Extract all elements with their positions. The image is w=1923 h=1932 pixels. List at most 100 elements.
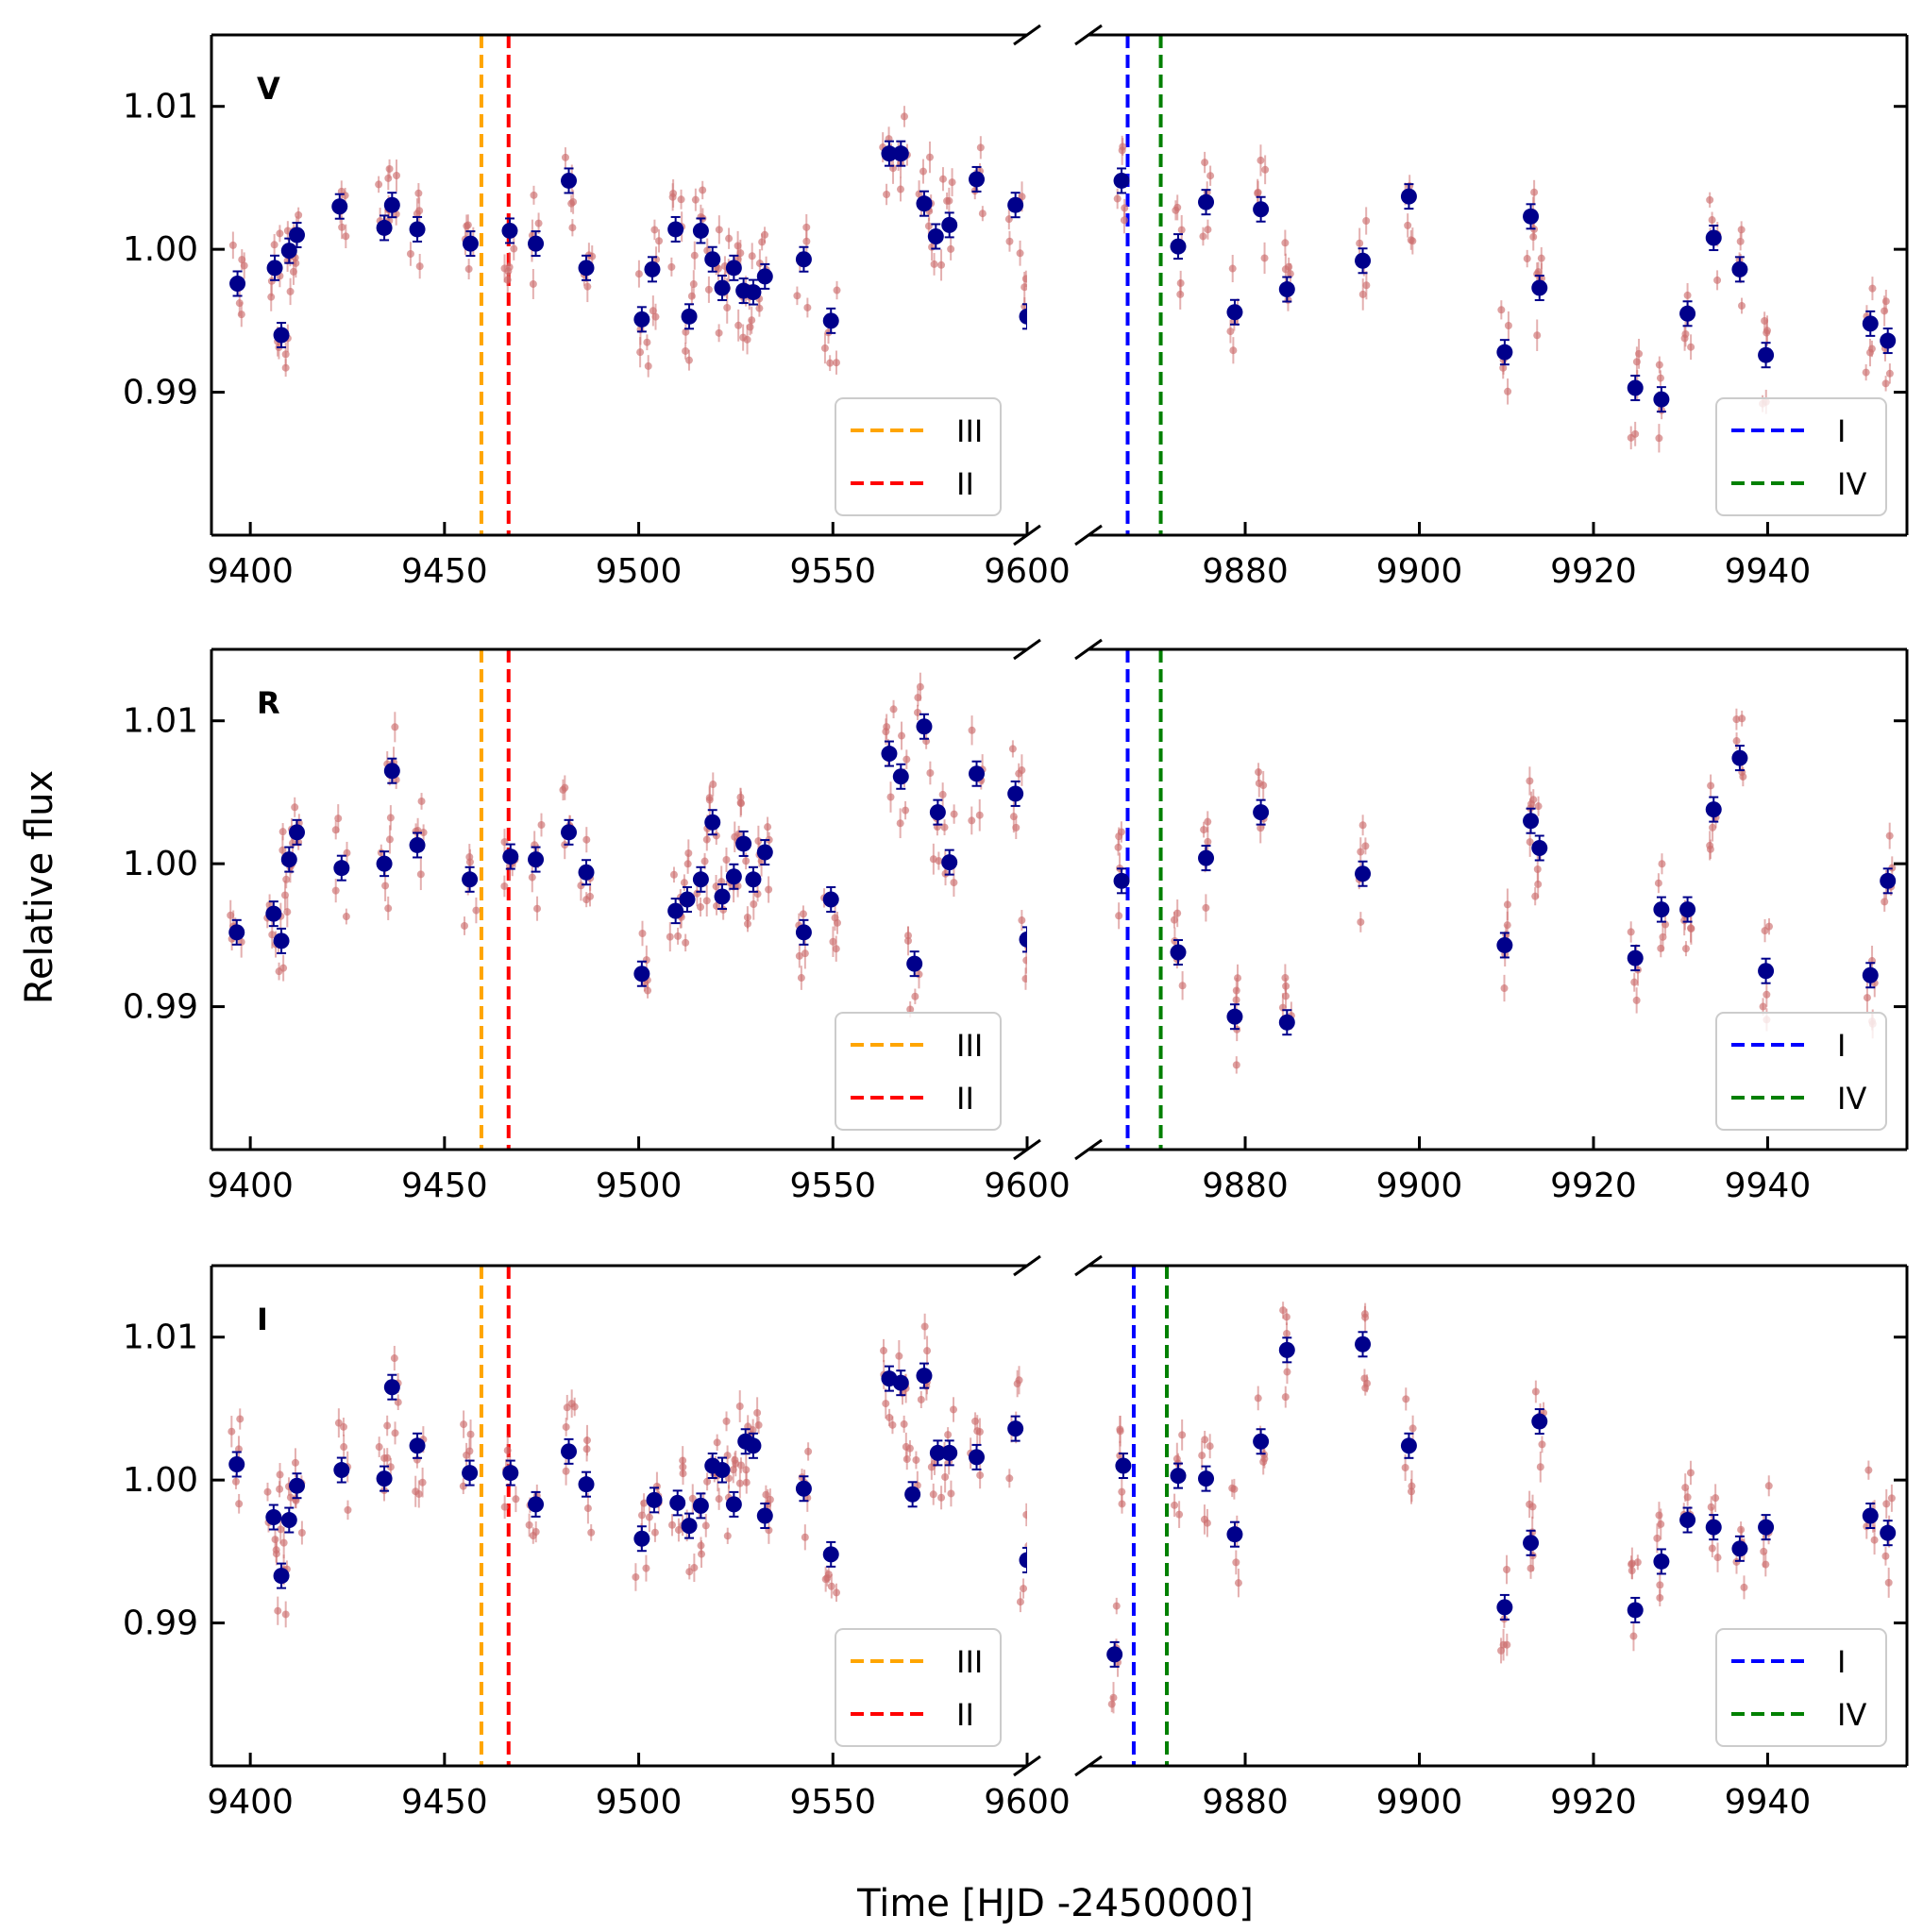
- binned-point: [331, 198, 348, 215]
- binned-point: [725, 260, 742, 277]
- individual-point: [1732, 737, 1741, 746]
- individual-point: [1261, 165, 1270, 174]
- binned-point: [1019, 931, 1027, 948]
- individual-point: [1005, 1474, 1014, 1483]
- binned-point: [501, 222, 518, 239]
- individual-point: [1232, 1061, 1240, 1069]
- axis-break-mark: [1013, 638, 1041, 661]
- individual-point: [1683, 291, 1692, 299]
- x-tick-label: 9400: [207, 1167, 294, 1205]
- individual-point: [1628, 1559, 1636, 1568]
- individual-point: [948, 178, 956, 187]
- legend-label: II: [956, 1697, 974, 1733]
- individual-point: [1178, 982, 1187, 990]
- individual-point: [748, 316, 756, 325]
- y-axis-title: Relative flux: [18, 770, 61, 1004]
- individual-point: [1022, 956, 1027, 965]
- individual-point: [712, 832, 720, 840]
- binned-point: [1731, 1540, 1748, 1557]
- binned-point: [633, 1530, 650, 1547]
- individual-point: [1706, 841, 1714, 849]
- individual-point: [236, 1415, 245, 1423]
- individual-point: [1707, 781, 1715, 790]
- individual-point: [1529, 233, 1538, 242]
- binned-point: [561, 824, 578, 841]
- binned-point: [1170, 944, 1187, 961]
- y-tick-label: 1.00: [123, 845, 198, 883]
- binned-point: [745, 871, 762, 888]
- individual-point: [642, 1564, 650, 1572]
- x-tick-label: 9920: [1550, 552, 1637, 591]
- individual-point: [833, 286, 841, 294]
- individual-point: [762, 1490, 770, 1499]
- x-tick-label: 9550: [789, 1167, 876, 1205]
- binned-point: [667, 902, 684, 919]
- x-tick-label: 9500: [596, 1783, 683, 1822]
- right-data: [1113, 708, 1897, 1074]
- x-tick-label: 9880: [1202, 1167, 1289, 1205]
- individual-point: [655, 237, 664, 245]
- individual-point: [391, 723, 399, 731]
- individual-point: [1171, 1501, 1179, 1509]
- individual-point: [1281, 974, 1290, 983]
- individual-point: [950, 810, 958, 818]
- individual-point: [638, 929, 647, 937]
- individual-point: [1228, 1484, 1237, 1492]
- binned-point: [289, 227, 306, 244]
- legend-box: [835, 1012, 1002, 1131]
- binned-point: [1758, 963, 1775, 980]
- individual-point: [1257, 824, 1265, 832]
- binned-point: [1278, 1341, 1295, 1358]
- individual-point: [1200, 826, 1208, 834]
- individual-point: [882, 1400, 890, 1408]
- band-label: R: [257, 685, 280, 721]
- individual-point: [1526, 777, 1534, 785]
- individual-point: [703, 1477, 712, 1486]
- individual-point: [883, 723, 891, 731]
- binned-point: [333, 1462, 350, 1479]
- binned-point: [795, 1480, 812, 1497]
- binned-point: [633, 966, 650, 983]
- individual-point: [642, 956, 650, 965]
- individual-point: [650, 226, 659, 234]
- individual-point: [386, 1463, 395, 1471]
- binned-point: [228, 1455, 245, 1472]
- binned-point: [681, 1518, 698, 1535]
- individual-point: [510, 244, 518, 253]
- individual-point: [272, 1550, 280, 1558]
- binned-point: [667, 221, 684, 238]
- binned-point: [745, 284, 762, 301]
- individual-point: [283, 908, 292, 916]
- binned-point: [969, 1449, 986, 1466]
- binned-point: [904, 1486, 921, 1503]
- individual-point: [743, 913, 751, 921]
- individual-point: [976, 1471, 985, 1480]
- individual-point: [537, 821, 546, 830]
- binned-point: [929, 804, 946, 821]
- individual-point: [968, 726, 976, 734]
- y-tick-label: 1.01: [123, 88, 198, 126]
- binned-point: [756, 1507, 773, 1524]
- binned-point: [528, 235, 545, 252]
- individual-point: [291, 1495, 299, 1504]
- individual-point: [940, 823, 949, 832]
- binned-point: [1653, 901, 1670, 918]
- individual-point: [1500, 984, 1509, 993]
- binned-point: [333, 860, 350, 877]
- individual-point: [715, 328, 723, 337]
- individual-point: [1863, 994, 1871, 1002]
- individual-point: [1629, 1632, 1638, 1640]
- individual-point: [1284, 295, 1292, 304]
- individual-point: [1203, 1519, 1211, 1527]
- individual-point: [715, 1495, 723, 1504]
- binned-point: [1400, 1437, 1417, 1454]
- individual-point: [1504, 387, 1512, 395]
- individual-point: [674, 932, 683, 940]
- individual-point: [1107, 1700, 1116, 1708]
- individual-point: [1530, 188, 1539, 196]
- binned-point: [1758, 1519, 1775, 1536]
- binned-point: [1496, 936, 1513, 953]
- individual-point: [1021, 275, 1027, 283]
- individual-point: [228, 1427, 236, 1436]
- binned-point: [1862, 1507, 1879, 1524]
